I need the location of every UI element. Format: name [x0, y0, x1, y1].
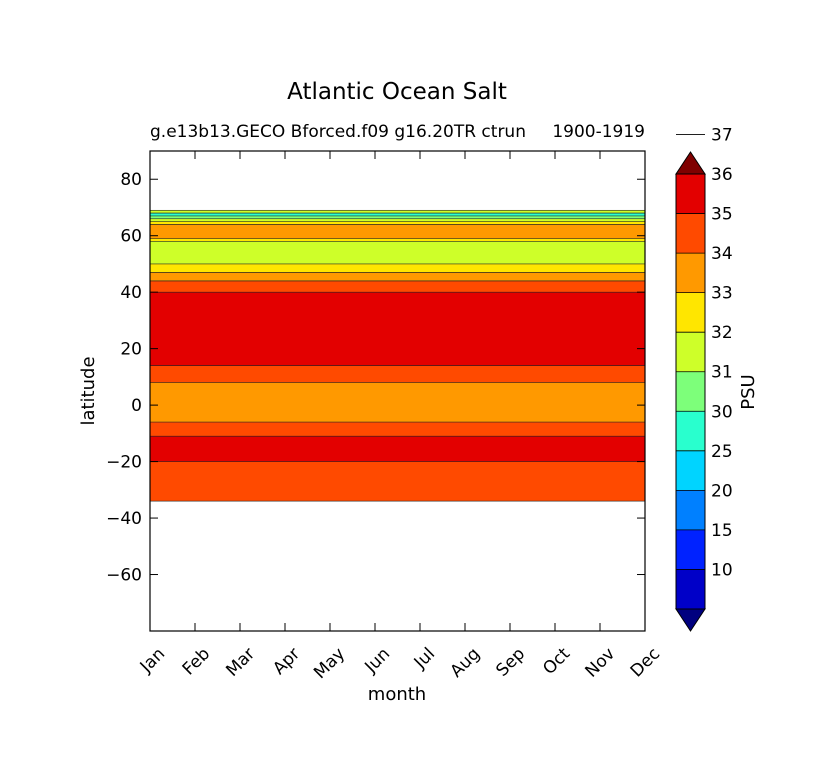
- chart-title: Atlantic Ocean Salt: [287, 79, 507, 105]
- colorbar-tick-label: 25: [711, 442, 733, 462]
- y-axis: −60 −40 −20 0 20 40 60 80: [106, 170, 645, 586]
- x-axis-label: month: [368, 684, 426, 705]
- contour-band-1: [150, 435, 645, 462]
- chart-subtitle-left: g.e13b13.GECO Bforced.f09 g16.20TR ctrun: [150, 122, 526, 142]
- colorbar-tick-label: 34: [711, 244, 733, 264]
- contour-band-3: [150, 382, 645, 423]
- y-tick-label: 0: [131, 396, 142, 416]
- colorbar-tick-label: 20: [711, 481, 733, 501]
- colorbar-segment: [676, 174, 705, 214]
- x-tick-label: Dec: [627, 644, 664, 681]
- contour-band-6: [150, 272, 645, 282]
- contour-band-13: [150, 212, 645, 217]
- colorbar-segment: [676, 411, 705, 451]
- colorbar-segment: [676, 253, 705, 293]
- plot-frame: [149, 150, 646, 632]
- x-tick-label: Sep: [492, 644, 529, 681]
- colorbar-tick-label: 35: [711, 205, 733, 225]
- y-tick-label: 20: [120, 340, 142, 360]
- colorbar-tick-label: 37: [711, 125, 733, 145]
- contour-fill-area: [150, 209, 645, 502]
- contour-band-5: [150, 280, 645, 293]
- colorbar-segment: [676, 569, 705, 609]
- colorbar-segment: [676, 371, 705, 412]
- x-tick-label: Feb: [179, 644, 214, 679]
- x-tick-label: Aug: [447, 644, 485, 682]
- colorbar-tick-label: 10: [711, 560, 733, 580]
- x-tick-label: May: [310, 644, 349, 683]
- contour-band-8: [150, 241, 645, 265]
- y-tick-label: 80: [120, 170, 142, 190]
- colorbar-tick-label: 33: [711, 284, 733, 304]
- x-tick-label: Nov: [582, 644, 620, 682]
- colorbar-segment: [676, 213, 705, 254]
- contour-band-9: [150, 224, 645, 239]
- y-tick-label: −20: [106, 453, 142, 473]
- colorbar-label: PSU: [738, 374, 759, 409]
- y-tick-label: 40: [120, 283, 142, 303]
- colorbar-tick-label: 36: [711, 165, 733, 185]
- colorbar-tick-label: 15: [711, 521, 733, 541]
- colorbar: 10 15 20 25 30 31 32 33 34 35 36 37: [675, 125, 733, 632]
- colorbar-extend-max: [675, 151, 706, 175]
- colorbar-segment: [676, 450, 705, 491]
- x-tick-label: Oct: [539, 644, 574, 679]
- colorbar-tick-label: 32: [711, 323, 733, 343]
- colorbar-segment: [676, 332, 705, 372]
- x-tick-label: Jan: [136, 644, 169, 677]
- colorbar-extend-min: [675, 608, 706, 632]
- x-tick-label: Apr: [269, 644, 304, 679]
- colorbar-segment: [676, 529, 705, 570]
- y-tick-label: 60: [120, 227, 142, 247]
- y-axis-label: latitude: [78, 356, 99, 425]
- colorbar-segment: [676, 292, 705, 333]
- y-tick-label: −40: [106, 509, 142, 529]
- colorbar-segment: [676, 490, 705, 530]
- chart-subtitle-right: 1900-1919: [552, 122, 645, 142]
- x-tick-label: Mar: [222, 644, 259, 681]
- y-tick-label: −60: [106, 566, 142, 586]
- x-tick-label: Jun: [361, 644, 395, 678]
- x-tick-label: Jul: [410, 644, 439, 673]
- colorbar-tick-label: 30: [711, 402, 733, 422]
- contour-band-4: [150, 291, 645, 366]
- colorbar-tick-label: 31: [711, 363, 733, 383]
